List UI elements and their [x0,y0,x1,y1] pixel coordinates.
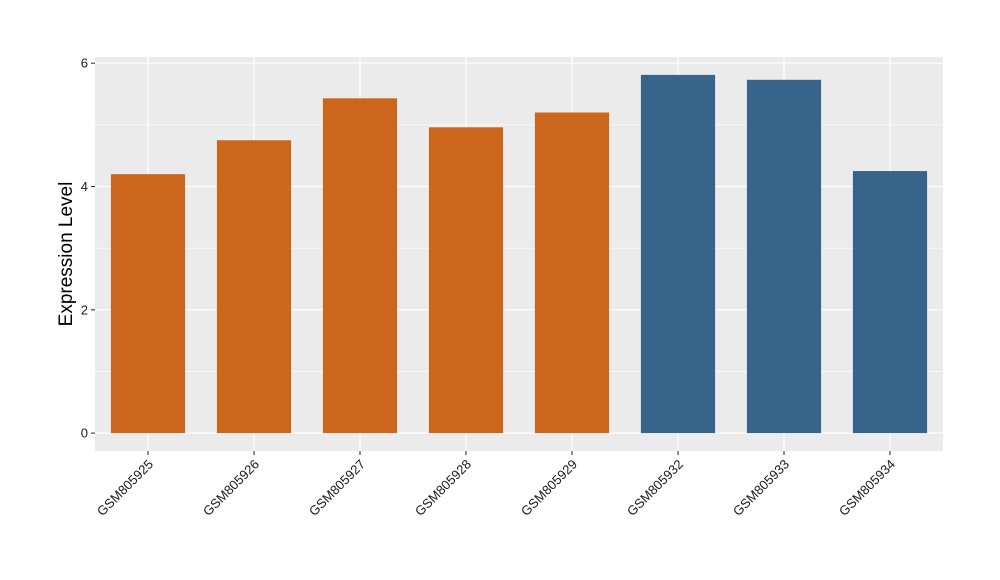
y-tick-label: 0 [81,426,88,441]
y-tick-label: 4 [81,179,88,194]
bar-GSM805932 [640,74,716,434]
y-axis: 0 2 4 6 [81,56,95,441]
bar-GSM805933 [746,79,822,434]
y-axis-title: Expression Level [56,182,77,327]
bars [110,74,928,434]
y-tick-label: 2 [81,302,88,317]
bar-GSM805929 [534,112,610,434]
bar-GSM805926 [216,140,292,434]
bar-GSM805925 [110,174,186,434]
bar-GSM805927 [322,98,398,434]
y-tick-label: 6 [81,56,88,71]
bar-GSM805928 [428,127,504,434]
bar-GSM805934 [852,171,928,434]
